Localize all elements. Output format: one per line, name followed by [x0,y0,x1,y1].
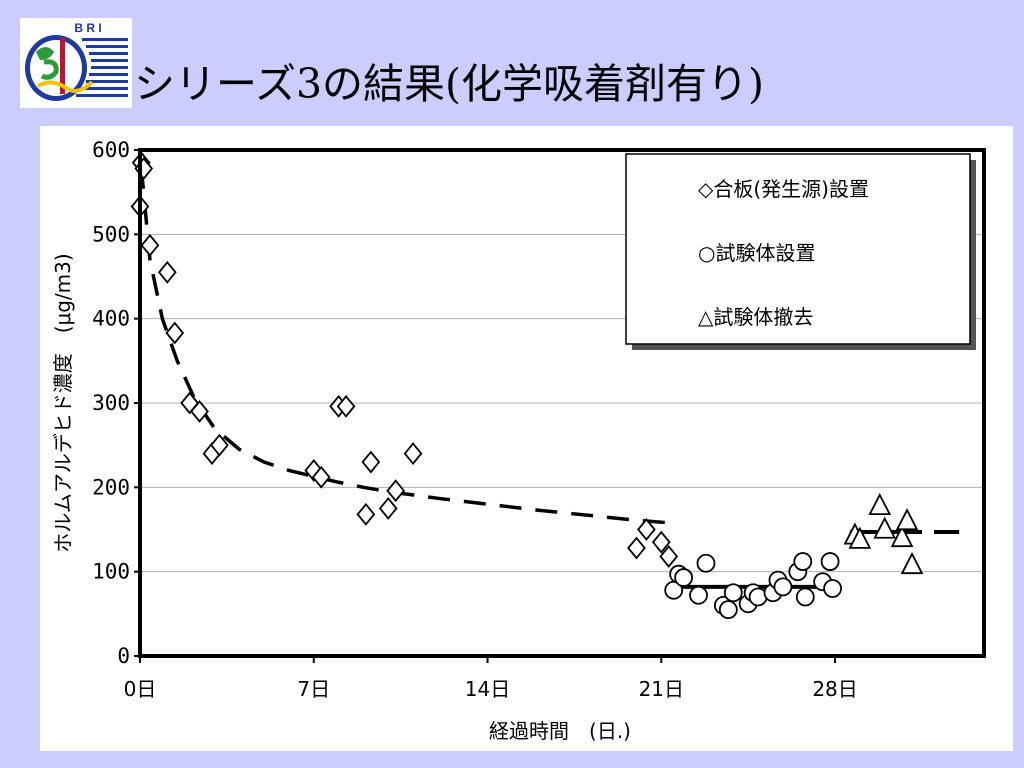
y-tick-label: 300 [92,391,130,415]
tick-labels: 0 100 200 300 400 500 600 0日 7日 14日 21日 28日 [92,138,858,701]
x-tick-label: 21日 [639,677,684,701]
data-point-diamond [140,233,160,257]
y-tick-label: 600 [92,138,130,162]
data-point-triangle [873,516,897,539]
data-point-diamond [311,465,331,489]
logo-text: B R I [74,21,101,35]
data-point-circle [696,553,716,573]
data-point-circle [793,552,813,571]
data-point-circle [723,583,743,603]
legend-entry: ○試験体設置 [698,241,815,265]
y-tick-label: 500 [92,222,130,246]
data-point-diamond [386,479,406,503]
data-point-triangle [868,492,892,516]
data-point-triangle [890,524,914,548]
data-point-diamond [336,394,356,418]
data-point-diamond [637,518,656,541]
chart-panel: 0 100 200 300 400 500 600 0日 7日 14日 21日 28日 経過時間 (日… [40,126,1013,751]
legend-entry: ◇合板(発生源)設置 [698,177,869,201]
data-point-circle [718,600,738,620]
data-point-circle [795,587,815,607]
x-tick-label: 0日 [124,677,157,701]
legend-entry: △試験体撤去 [698,305,813,329]
slide-title: シリーズ3の結果(化学吸着剤有り) [134,60,765,108]
data-point-diamond [659,545,679,568]
data-point-diamond [361,450,381,474]
data-point-diamond [356,502,376,526]
y-tick-label: 200 [92,475,130,499]
data-point-triangle [895,508,919,531]
legend: ◇合板(発生源)設置 ○試験体設置 △試験体撤去 [625,153,976,350]
bri-logo: B R I [20,18,132,108]
x-tick-label: 7日 [297,677,330,701]
data-point-diamond [165,321,185,345]
data-point-triangle [900,551,924,575]
data-markers [130,151,924,620]
data-point-diamond [378,496,398,520]
data-point-circle [823,579,842,598]
data-point-diamond [190,400,209,423]
y-tick-label: 0 [117,644,130,668]
data-point-circle [820,552,840,571]
data-point-circle [674,568,694,587]
data-point-diamond [627,536,646,560]
y-tick-label: 100 [92,560,130,584]
chart: 0 100 200 300 400 500 600 0日 7日 14日 21日 28日 経過時間 (日… [51,138,986,743]
x-axis-title: 経過時間 (日.) [489,719,631,743]
data-point-diamond [210,433,229,457]
data-point-circle [689,585,708,605]
y-tick-label: 400 [92,307,130,331]
data-point-diamond [651,530,671,554]
data-point-triangle [848,526,872,549]
x-tick-label: 28日 [812,677,857,701]
data-point-diamond [403,442,423,466]
trend-line [139,166,669,525]
x-tick-label: 14日 [465,677,510,701]
data-point-diamond [157,260,177,284]
data-point-circle [773,577,793,597]
y-axis-title: ホルムアルデヒド濃度 (μg/m3) [51,253,75,552]
